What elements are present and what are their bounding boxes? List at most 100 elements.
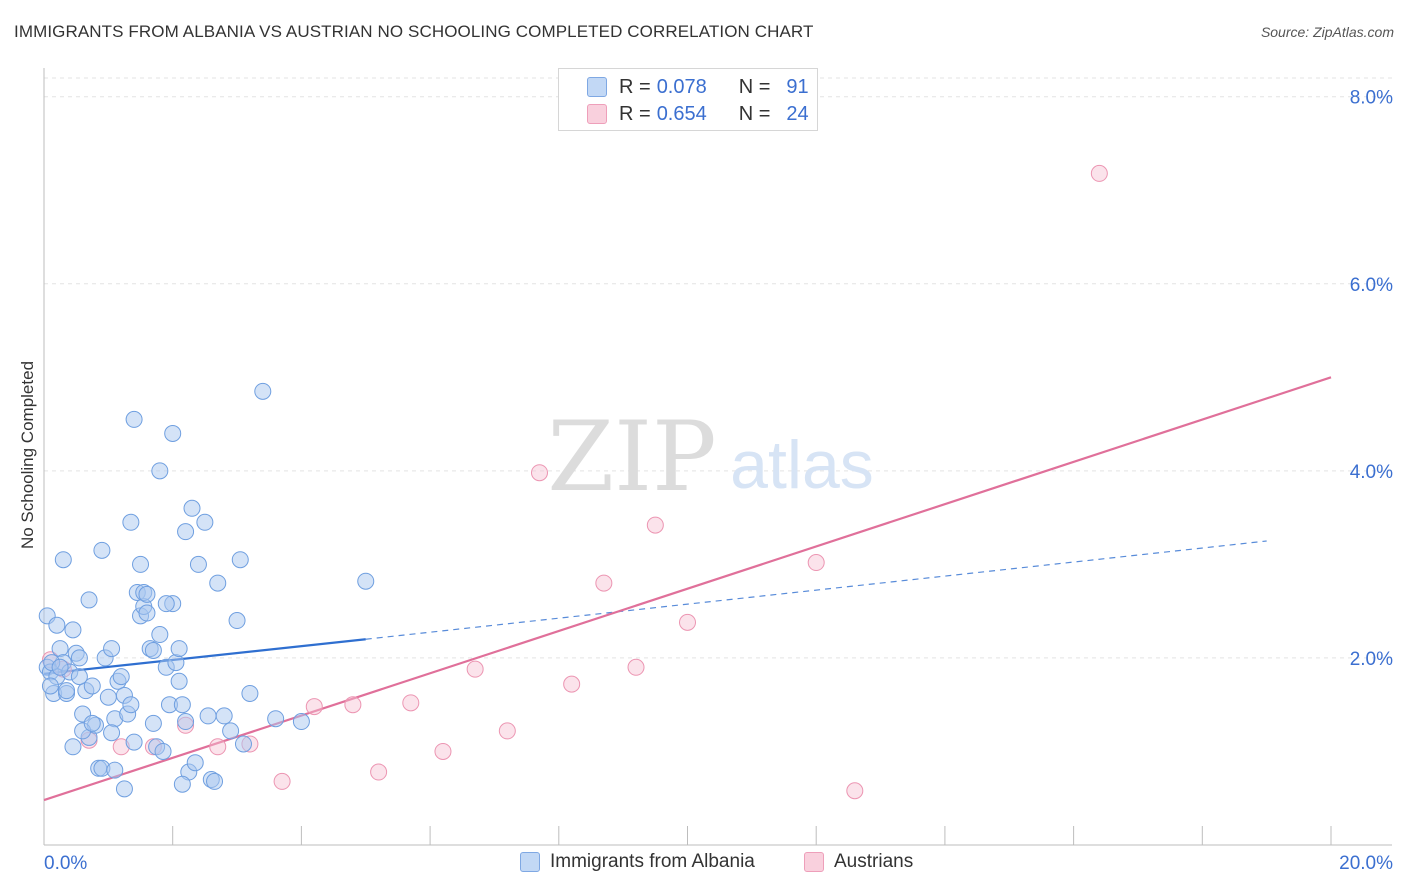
- watermark: ZIP atlas: [547, 401, 873, 513]
- axis-layer: [43, 68, 1392, 846]
- point-albania: [170, 672, 188, 690]
- point-austrians: [344, 696, 362, 714]
- point-albania: [83, 714, 101, 732]
- series-label-albania: Immigrants from Albania: [550, 851, 755, 872]
- series-swatch-pink: [804, 852, 824, 872]
- point-albania: [132, 555, 150, 573]
- point-albania: [51, 640, 69, 658]
- point-albania: [267, 710, 285, 728]
- point-albania: [93, 541, 111, 559]
- legend-row-austrians: R = 0.654 N = 24: [587, 102, 809, 126]
- point-albania: [83, 677, 101, 695]
- trend-lines: [43, 376, 1332, 802]
- point-austrians: [273, 772, 291, 790]
- point-albania: [151, 626, 169, 644]
- legend-r-label: R =: [619, 75, 651, 98]
- point-albania: [177, 523, 195, 541]
- point-albania: [222, 722, 240, 740]
- source-credit: Source: ZipAtlas.com: [1260, 24, 1394, 40]
- point-albania: [357, 572, 375, 590]
- point-albania: [173, 775, 191, 793]
- trend-line-austrians: [43, 376, 1332, 802]
- point-albania: [41, 677, 59, 695]
- point-albania: [58, 682, 76, 700]
- point-albania: [112, 668, 130, 686]
- legend-n-value: 91: [786, 75, 809, 98]
- y-tick-label: 8.0%: [1350, 88, 1393, 109]
- point-albania: [292, 713, 310, 731]
- point-albania: [157, 595, 175, 613]
- point-albania: [70, 649, 88, 667]
- point-albania: [241, 684, 259, 702]
- legend-r-value: 0.654: [656, 102, 707, 125]
- point-albania: [186, 754, 204, 772]
- point-albania: [115, 780, 133, 798]
- point-austrians: [679, 613, 696, 631]
- point-austrians: [305, 698, 323, 716]
- point-albania: [122, 696, 140, 714]
- point-austrians: [563, 675, 581, 693]
- point-albania: [106, 761, 124, 779]
- point-albania: [99, 688, 117, 706]
- point-albania: [170, 640, 188, 658]
- point-albania: [209, 574, 227, 592]
- point-austrians: [209, 738, 227, 756]
- data-points: [38, 164, 1108, 800]
- point-albania: [54, 551, 72, 569]
- point-albania: [138, 585, 156, 603]
- point-austrians: [807, 554, 825, 572]
- point-albania: [228, 612, 246, 630]
- point-austrians: [1090, 164, 1108, 182]
- watermark-atlas: atlas: [730, 427, 874, 503]
- point-albania: [173, 696, 191, 714]
- legend-row-albania: R = 0.078 N = 91: [587, 75, 809, 99]
- grid-layer: [44, 77, 1392, 659]
- legend-r-value: 0.078: [656, 75, 707, 98]
- series-swatch-blue: [520, 852, 540, 872]
- x-tick-label: 20.0%: [1339, 853, 1393, 874]
- point-albania: [164, 424, 182, 442]
- point-albania: [215, 707, 233, 725]
- point-albania: [144, 714, 162, 732]
- point-albania: [167, 654, 185, 672]
- series-legend-albania[interactable]: Immigrants from Albania: [520, 851, 755, 873]
- point-austrians: [530, 464, 548, 482]
- point-austrians: [402, 694, 420, 712]
- chart-title: IMMIGRANTS FROM ALBANIA VS AUSTRIAN NO S…: [14, 22, 814, 41]
- y-tick-label: 6.0%: [1350, 275, 1393, 296]
- point-albania: [103, 640, 121, 658]
- point-austrians: [595, 574, 613, 592]
- point-albania: [51, 658, 69, 676]
- y-tick-label: 4.0%: [1350, 462, 1393, 483]
- legend-swatch-blue: [587, 77, 607, 97]
- legend-n-label: N =: [738, 75, 771, 98]
- point-albania: [122, 513, 140, 531]
- legend-swatch-pink: [587, 104, 607, 124]
- point-austrians: [646, 516, 664, 534]
- point-albania: [231, 551, 249, 569]
- legend-n-label: N =: [738, 102, 771, 125]
- legend-n-value: 24: [786, 102, 809, 125]
- point-albania: [183, 499, 201, 517]
- point-albania: [189, 555, 207, 573]
- point-albania: [64, 621, 82, 639]
- point-albania: [144, 641, 162, 659]
- point-albania: [125, 733, 143, 751]
- legend-r-label: R =: [619, 102, 651, 125]
- point-austrians: [466, 660, 484, 678]
- point-albania: [64, 738, 82, 756]
- point-albania: [154, 742, 172, 760]
- point-austrians: [434, 742, 452, 760]
- point-albania: [138, 604, 156, 622]
- point-albania: [151, 462, 169, 480]
- point-albania: [199, 707, 217, 725]
- y-tick-label: 2.0%: [1350, 649, 1393, 670]
- series-legend-austrians[interactable]: Austrians: [804, 851, 913, 873]
- point-albania: [196, 513, 214, 531]
- point-albania: [70, 668, 88, 686]
- point-albania: [80, 591, 98, 609]
- watermark-zip: ZIP: [547, 401, 716, 513]
- point-austrians: [627, 658, 645, 676]
- point-albania: [206, 772, 224, 790]
- tick-labels: 2.0% 4.0% 6.0% 8.0% 0.0% 20.0%: [44, 88, 1393, 874]
